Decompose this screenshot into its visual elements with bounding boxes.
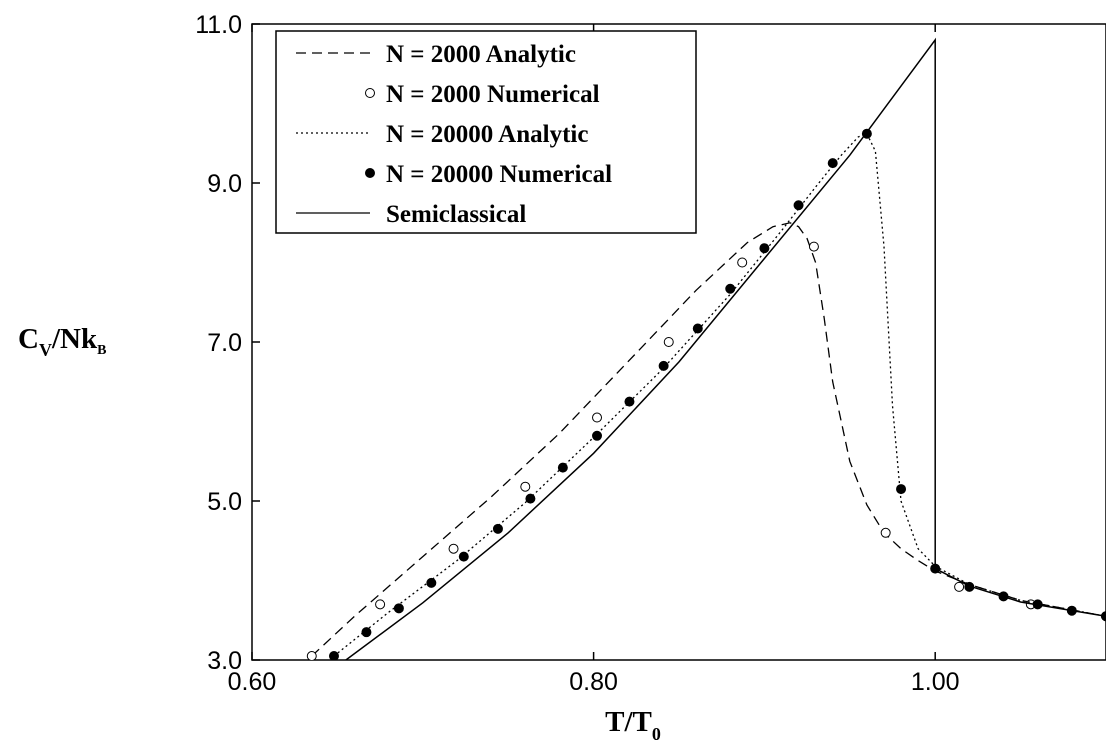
- legend-box: [275, 30, 697, 234]
- data-point-n-20000-numerical: [624, 396, 635, 407]
- series-layer: [306, 37, 1106, 660]
- data-point-n-20000-numerical: [492, 523, 503, 534]
- data-point-n-20000-numerical: [393, 603, 404, 614]
- legend-label-semiclassical: Semiclassical: [386, 201, 526, 228]
- series-line-semiclassical: [345, 37, 1106, 660]
- legend-items: N = 2000 Analytic N = 2000 Numerical N = 2…: [296, 41, 612, 228]
- data-point-n-20000-numerical: [725, 283, 736, 294]
- tick-layer: 0.60 0.80 1.00 3.0 5.0 7.0 9.0 11.0: [195, 11, 959, 696]
- data-point-n-20000-numerical: [458, 551, 469, 562]
- y-tick-label: 7.0: [207, 329, 242, 357]
- y-tick-label: 5.0: [207, 488, 242, 516]
- data-point-n-2000-numerical: [663, 337, 674, 347]
- data-point-n-2000-numerical: [880, 527, 891, 538]
- data-point-n-20000-numerical: [361, 627, 372, 638]
- data-point-n-20000-numerical: [328, 651, 339, 660]
- data-point-n-20000-numerical: [592, 430, 603, 441]
- x-tick-label: 0.60: [228, 668, 277, 696]
- data-point-n-20000-numerical: [658, 360, 669, 371]
- y-axis-title-c: C: [18, 323, 39, 355]
- data-point-n-20000-numerical: [426, 577, 437, 588]
- legend: N = 2000 Analytic N = 2000 Numerical N = 2…: [275, 30, 697, 234]
- data-point-n-20000-numerical: [827, 158, 838, 169]
- data-point-n-2000-numerical: [808, 241, 819, 252]
- x-axis-title-main: T/T: [605, 706, 652, 738]
- y-axis-title: CV/NkB: [18, 323, 106, 360]
- data-point-n-2000-numerical: [306, 651, 317, 660]
- y-tick-label: 11.0: [195, 11, 242, 39]
- x-axis-title: T/T0: [605, 706, 661, 744]
- y-axis-title-c-sub: V: [39, 340, 52, 360]
- data-point-n-2000-numerical: [592, 412, 603, 423]
- legend-label-n-2000-numerical: N = 2000 Numerical: [386, 81, 600, 108]
- data-point-n-20000-numerical: [793, 200, 804, 211]
- y-tick-label: 3.0: [207, 647, 242, 675]
- series-line-n-2000-analytic: [311, 222, 1106, 657]
- data-point-n-20000-numerical: [525, 493, 536, 504]
- data-point-n-20000-numerical: [557, 462, 568, 473]
- data-point-n-20000-numerical: [896, 484, 907, 495]
- legend-marker-n-2000-numerical: [365, 88, 375, 98]
- legend-label-n-20000-numerical: N = 20000 Numerical: [386, 161, 612, 188]
- y-axis-title-nk-sub: B: [97, 343, 106, 358]
- data-point-n-20000-numerical: [692, 323, 703, 334]
- data-point-n-2000-numerical: [375, 599, 386, 610]
- data-point-n-2000-numerical: [954, 581, 965, 592]
- data-point-n-2000-numerical: [737, 257, 748, 268]
- x-tick-label: 0.80: [569, 668, 618, 696]
- series-line-n-20000-analytic: [333, 132, 1106, 657]
- data-point-n-2000-numerical: [520, 481, 531, 492]
- x-tick-label: 1.00: [911, 668, 960, 696]
- data-point-n-20000-numerical: [759, 243, 770, 254]
- legend-marker-n-20000-numerical: [365, 168, 375, 178]
- y-tick-label: 9.0: [207, 170, 242, 198]
- legend-label-n-20000-analytic: N = 20000 Analytic: [386, 121, 588, 148]
- legend-label-n-2000-analytic: N = 2000 Analytic: [386, 41, 576, 68]
- x-axis-title-sub: 0: [652, 724, 661, 744]
- data-point-n-2000-numerical: [448, 543, 459, 554]
- y-axis-title-nk: /Nk: [51, 323, 98, 355]
